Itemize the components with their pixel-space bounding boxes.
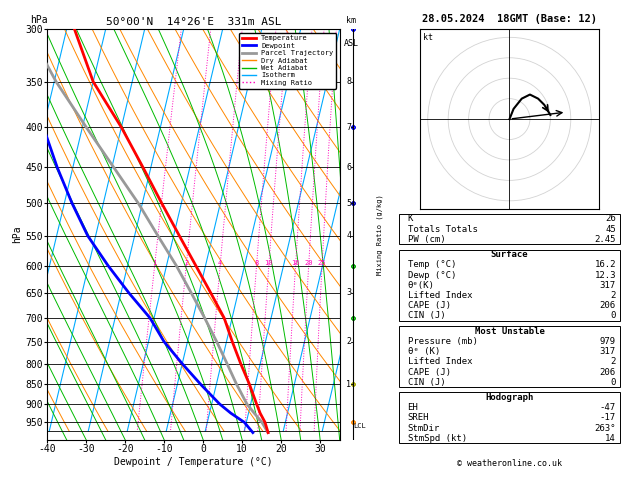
Text: 6: 6 — [347, 163, 352, 172]
Text: 14: 14 — [605, 434, 616, 443]
Text: 2: 2 — [184, 260, 188, 265]
Text: Lifted Index: Lifted Index — [408, 291, 472, 300]
Text: 3: 3 — [347, 288, 352, 297]
Text: 0: 0 — [611, 378, 616, 387]
Text: Mixing Ratio (g/kg): Mixing Ratio (g/kg) — [377, 194, 383, 275]
Text: Hodograph: Hodograph — [486, 393, 533, 402]
Text: PW (cm): PW (cm) — [408, 235, 445, 244]
Text: kt: kt — [423, 33, 433, 42]
Text: CAPE (J): CAPE (J) — [408, 301, 450, 310]
X-axis label: Dewpoint / Temperature (°C): Dewpoint / Temperature (°C) — [114, 457, 273, 467]
Text: 317: 317 — [600, 281, 616, 290]
Text: hPa: hPa — [30, 15, 47, 25]
Text: -47: -47 — [600, 403, 616, 412]
Text: 317: 317 — [600, 347, 616, 356]
Text: -17: -17 — [600, 414, 616, 422]
Text: 12.3: 12.3 — [594, 271, 616, 279]
Text: 206: 206 — [600, 367, 616, 377]
Text: 16: 16 — [291, 260, 300, 265]
Text: SREH: SREH — [408, 414, 429, 422]
Text: LCL: LCL — [353, 423, 366, 429]
Text: 0: 0 — [611, 312, 616, 320]
Text: StmDir: StmDir — [408, 424, 440, 433]
Text: 1: 1 — [347, 380, 352, 389]
Bar — [399, 214, 620, 244]
Text: 1: 1 — [152, 260, 157, 265]
Text: 28.05.2024  18GMT (Base: 12): 28.05.2024 18GMT (Base: 12) — [422, 15, 597, 24]
Text: 45: 45 — [605, 225, 616, 234]
Text: 7: 7 — [347, 123, 352, 132]
Text: 8: 8 — [347, 77, 352, 86]
Bar — [399, 250, 620, 321]
Text: km: km — [347, 16, 357, 25]
Y-axis label: hPa: hPa — [13, 226, 23, 243]
Text: Lifted Index: Lifted Index — [408, 357, 472, 366]
Text: © weatheronline.co.uk: © weatheronline.co.uk — [457, 459, 562, 469]
Text: 2: 2 — [611, 357, 616, 366]
Text: 2.45: 2.45 — [594, 235, 616, 244]
Text: θᵉ(K): θᵉ(K) — [408, 281, 435, 290]
Text: ASL: ASL — [344, 39, 359, 49]
Text: 4: 4 — [218, 260, 222, 265]
Title: 50°00'N  14°26'E  331m ASL: 50°00'N 14°26'E 331m ASL — [106, 17, 281, 27]
Text: CAPE (J): CAPE (J) — [408, 367, 450, 377]
Text: 20: 20 — [304, 260, 313, 265]
Text: 979: 979 — [600, 337, 616, 346]
Text: 2: 2 — [347, 337, 352, 346]
Text: 16.2: 16.2 — [594, 260, 616, 269]
Text: Temp (°C): Temp (°C) — [408, 260, 456, 269]
Text: θᵉ (K): θᵉ (K) — [408, 347, 440, 356]
Legend: Temperature, Dewpoint, Parcel Trajectory, Dry Adiabat, Wet Adiabat, Isotherm, Mi: Temperature, Dewpoint, Parcel Trajectory… — [239, 33, 336, 88]
Text: Totals Totals: Totals Totals — [408, 225, 477, 234]
Text: EH: EH — [408, 403, 418, 412]
Text: 26: 26 — [605, 214, 616, 224]
Text: CIN (J): CIN (J) — [408, 378, 445, 387]
Text: K: K — [408, 214, 413, 224]
Text: Most Unstable: Most Unstable — [474, 327, 545, 336]
Text: Surface: Surface — [491, 250, 528, 259]
Text: 25: 25 — [318, 260, 326, 265]
Text: StmSpd (kt): StmSpd (kt) — [408, 434, 467, 443]
Text: Pressure (mb): Pressure (mb) — [408, 337, 477, 346]
Bar — [399, 393, 620, 444]
Text: 8: 8 — [254, 260, 259, 265]
Text: 10: 10 — [265, 260, 273, 265]
Text: Dewp (°C): Dewp (°C) — [408, 271, 456, 279]
Text: 5: 5 — [347, 199, 352, 208]
Text: 206: 206 — [600, 301, 616, 310]
Bar — [399, 326, 620, 387]
Text: CIN (J): CIN (J) — [408, 312, 445, 320]
Text: 263°: 263° — [594, 424, 616, 433]
Text: 2: 2 — [611, 291, 616, 300]
Text: 4: 4 — [347, 231, 352, 241]
